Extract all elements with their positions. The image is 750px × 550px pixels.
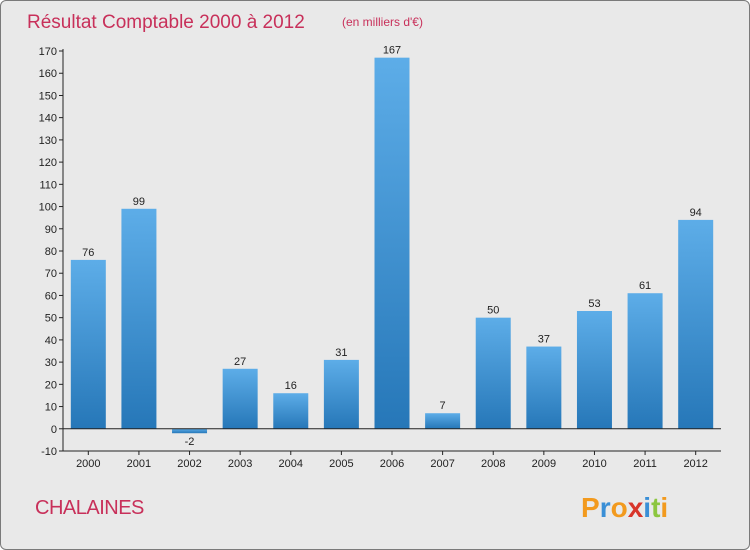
x-tick-label: 2006 — [380, 458, 404, 470]
y-tick-label: 170 — [39, 46, 57, 58]
logo-letter: o — [611, 492, 628, 523]
data-label-2001: 99 — [133, 196, 145, 208]
bar-2007 — [425, 413, 461, 429]
x-axis: 2000 2001 2002 2003 2004 2005 2006 2007 2008 2009… — [63, 428, 721, 470]
y-tick-label: 20 — [45, 379, 57, 391]
logo-letter: x — [628, 492, 644, 523]
y-tick-label: 30 — [45, 357, 57, 369]
bar-2004 — [273, 393, 309, 429]
commune-name: CHALAINES — [35, 497, 144, 519]
y-tick-label: 0 — [51, 424, 57, 436]
y-tick-label: 70 — [45, 268, 57, 280]
data-label-2009: 37 — [538, 334, 550, 346]
y-tick-label: 140 — [39, 113, 57, 125]
y-tick-label: 100 — [39, 202, 57, 214]
y-tick-label: 150 — [39, 90, 57, 102]
bar-2008 — [475, 317, 511, 429]
y-tick-label: 120 — [39, 157, 57, 169]
bar-2012 — [678, 219, 714, 429]
y-tick-label: 10 — [45, 402, 57, 414]
proxiti-logo: Proxiti — [581, 492, 668, 523]
bar-2005 — [323, 359, 359, 429]
bar-2003 — [222, 368, 258, 429]
chart-unit: (en milliers d'€) — [342, 15, 423, 29]
x-tick-label: 2008 — [481, 458, 505, 470]
y-tick-label: 80 — [45, 246, 57, 258]
logo-letter: P — [581, 492, 600, 523]
logo-letter: i — [660, 492, 668, 523]
data-label-2002: -2 — [185, 436, 195, 448]
x-tick-label: 2001 — [127, 458, 151, 470]
x-tick-label: 2005 — [329, 458, 353, 470]
x-tick-label: 2000 — [76, 458, 100, 470]
y-tick-label: 90 — [45, 224, 57, 236]
data-label-2007: 7 — [440, 400, 446, 412]
data-label-2000: 76 — [82, 247, 94, 259]
y-tick-label: 40 — [45, 335, 57, 347]
data-label-2011: 61 — [639, 280, 651, 292]
x-tick-label: 2010 — [582, 458, 606, 470]
chart-title: Résultat Comptable 2000 à 2012 — [27, 12, 305, 33]
bar-2006 — [374, 57, 410, 429]
bar-2010 — [576, 311, 612, 429]
data-label-2006: 167 — [383, 45, 401, 57]
bar-2002 — [172, 428, 208, 434]
x-tick-label: 2012 — [683, 458, 707, 470]
data-label-2004: 16 — [285, 380, 297, 392]
data-label-2012: 94 — [690, 207, 702, 219]
logo-letter: i — [643, 492, 651, 523]
bar-2011 — [627, 293, 663, 429]
data-label-2010: 53 — [588, 298, 600, 310]
x-tick-label: 2007 — [430, 458, 454, 470]
data-label-2008: 50 — [487, 305, 499, 317]
y-axis: -10 0 10 20 30 40 50 60 70 80 90 100 110 120 130 140 150… — [39, 46, 64, 458]
x-tick-label: 2003 — [228, 458, 252, 470]
y-tick-label: -10 — [41, 446, 57, 458]
data-label-2005: 31 — [335, 347, 347, 359]
y-tick-label: 160 — [39, 68, 57, 80]
bar-2009 — [526, 346, 562, 429]
x-tick-label: 2009 — [532, 458, 556, 470]
logo-letter: t — [651, 492, 660, 523]
logo-letter: r — [600, 492, 611, 523]
x-tick-label: 2011 — [633, 458, 657, 470]
data-label-2003: 27 — [234, 356, 246, 368]
x-tick-label: 2004 — [279, 458, 303, 470]
bar-2001 — [121, 208, 157, 429]
bar-2000 — [70, 259, 106, 429]
y-tick-label: 50 — [45, 313, 57, 325]
y-tick-label: 130 — [39, 135, 57, 147]
y-tick-label: 60 — [45, 290, 57, 302]
x-tick-label: 2002 — [177, 458, 201, 470]
y-tick-label: 110 — [39, 179, 57, 191]
bars: 76 99 -2 27 16 31 167 7 50 37 53 61 94 — [70, 45, 714, 448]
